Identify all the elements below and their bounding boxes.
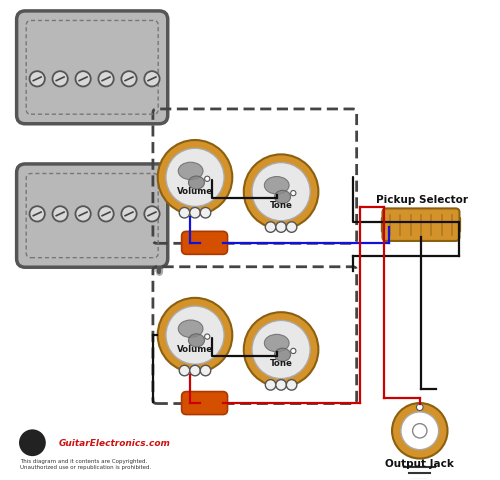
Circle shape bbox=[286, 222, 297, 233]
Circle shape bbox=[276, 380, 286, 390]
Circle shape bbox=[252, 163, 310, 221]
Circle shape bbox=[179, 365, 190, 376]
Text: Tone: Tone bbox=[270, 359, 292, 367]
Circle shape bbox=[30, 72, 45, 87]
Ellipse shape bbox=[178, 320, 203, 338]
Circle shape bbox=[290, 191, 296, 196]
Circle shape bbox=[190, 365, 200, 376]
Circle shape bbox=[190, 208, 200, 218]
FancyBboxPatch shape bbox=[16, 165, 168, 268]
Circle shape bbox=[200, 208, 211, 218]
Circle shape bbox=[286, 380, 297, 390]
Circle shape bbox=[266, 380, 276, 390]
FancyBboxPatch shape bbox=[382, 209, 460, 241]
Text: Output Jack: Output Jack bbox=[386, 458, 454, 468]
Ellipse shape bbox=[178, 163, 203, 180]
Circle shape bbox=[52, 72, 68, 87]
Circle shape bbox=[166, 149, 224, 207]
Circle shape bbox=[144, 207, 160, 222]
Circle shape bbox=[276, 222, 286, 233]
Circle shape bbox=[401, 412, 438, 450]
Circle shape bbox=[290, 348, 296, 354]
Circle shape bbox=[76, 207, 91, 222]
Circle shape bbox=[98, 207, 114, 222]
Text: GuitarElectronics.com: GuitarElectronics.com bbox=[58, 438, 170, 447]
Ellipse shape bbox=[264, 177, 289, 194]
Circle shape bbox=[122, 72, 136, 87]
Circle shape bbox=[144, 72, 160, 87]
Ellipse shape bbox=[274, 348, 290, 361]
Circle shape bbox=[166, 306, 224, 364]
FancyBboxPatch shape bbox=[182, 232, 228, 255]
Circle shape bbox=[200, 365, 211, 376]
Ellipse shape bbox=[188, 177, 204, 190]
Circle shape bbox=[392, 403, 448, 458]
Circle shape bbox=[204, 177, 210, 182]
Circle shape bbox=[412, 424, 427, 438]
Ellipse shape bbox=[188, 334, 204, 347]
Circle shape bbox=[204, 334, 210, 339]
Circle shape bbox=[158, 298, 232, 372]
Circle shape bbox=[30, 207, 45, 222]
Circle shape bbox=[76, 72, 91, 87]
Circle shape bbox=[244, 155, 318, 229]
Ellipse shape bbox=[264, 335, 289, 352]
Ellipse shape bbox=[274, 191, 290, 204]
Text: This diagram and it contents are Copyrighted.
Unauthorized use or republication : This diagram and it contents are Copyrig… bbox=[20, 458, 152, 469]
Circle shape bbox=[266, 222, 276, 233]
Text: Volume: Volume bbox=[177, 187, 213, 195]
FancyBboxPatch shape bbox=[454, 218, 460, 232]
FancyBboxPatch shape bbox=[382, 218, 387, 232]
Circle shape bbox=[19, 430, 46, 456]
Circle shape bbox=[416, 404, 423, 411]
Circle shape bbox=[52, 207, 68, 222]
FancyBboxPatch shape bbox=[182, 392, 228, 415]
Circle shape bbox=[98, 72, 114, 87]
Circle shape bbox=[179, 208, 190, 218]
Text: Volume: Volume bbox=[177, 344, 213, 353]
Circle shape bbox=[122, 207, 136, 222]
Text: Pickup Selector: Pickup Selector bbox=[376, 194, 468, 204]
Circle shape bbox=[244, 312, 318, 387]
Circle shape bbox=[252, 321, 310, 379]
FancyBboxPatch shape bbox=[16, 12, 168, 124]
Text: Tone: Tone bbox=[270, 201, 292, 210]
Circle shape bbox=[158, 141, 232, 215]
